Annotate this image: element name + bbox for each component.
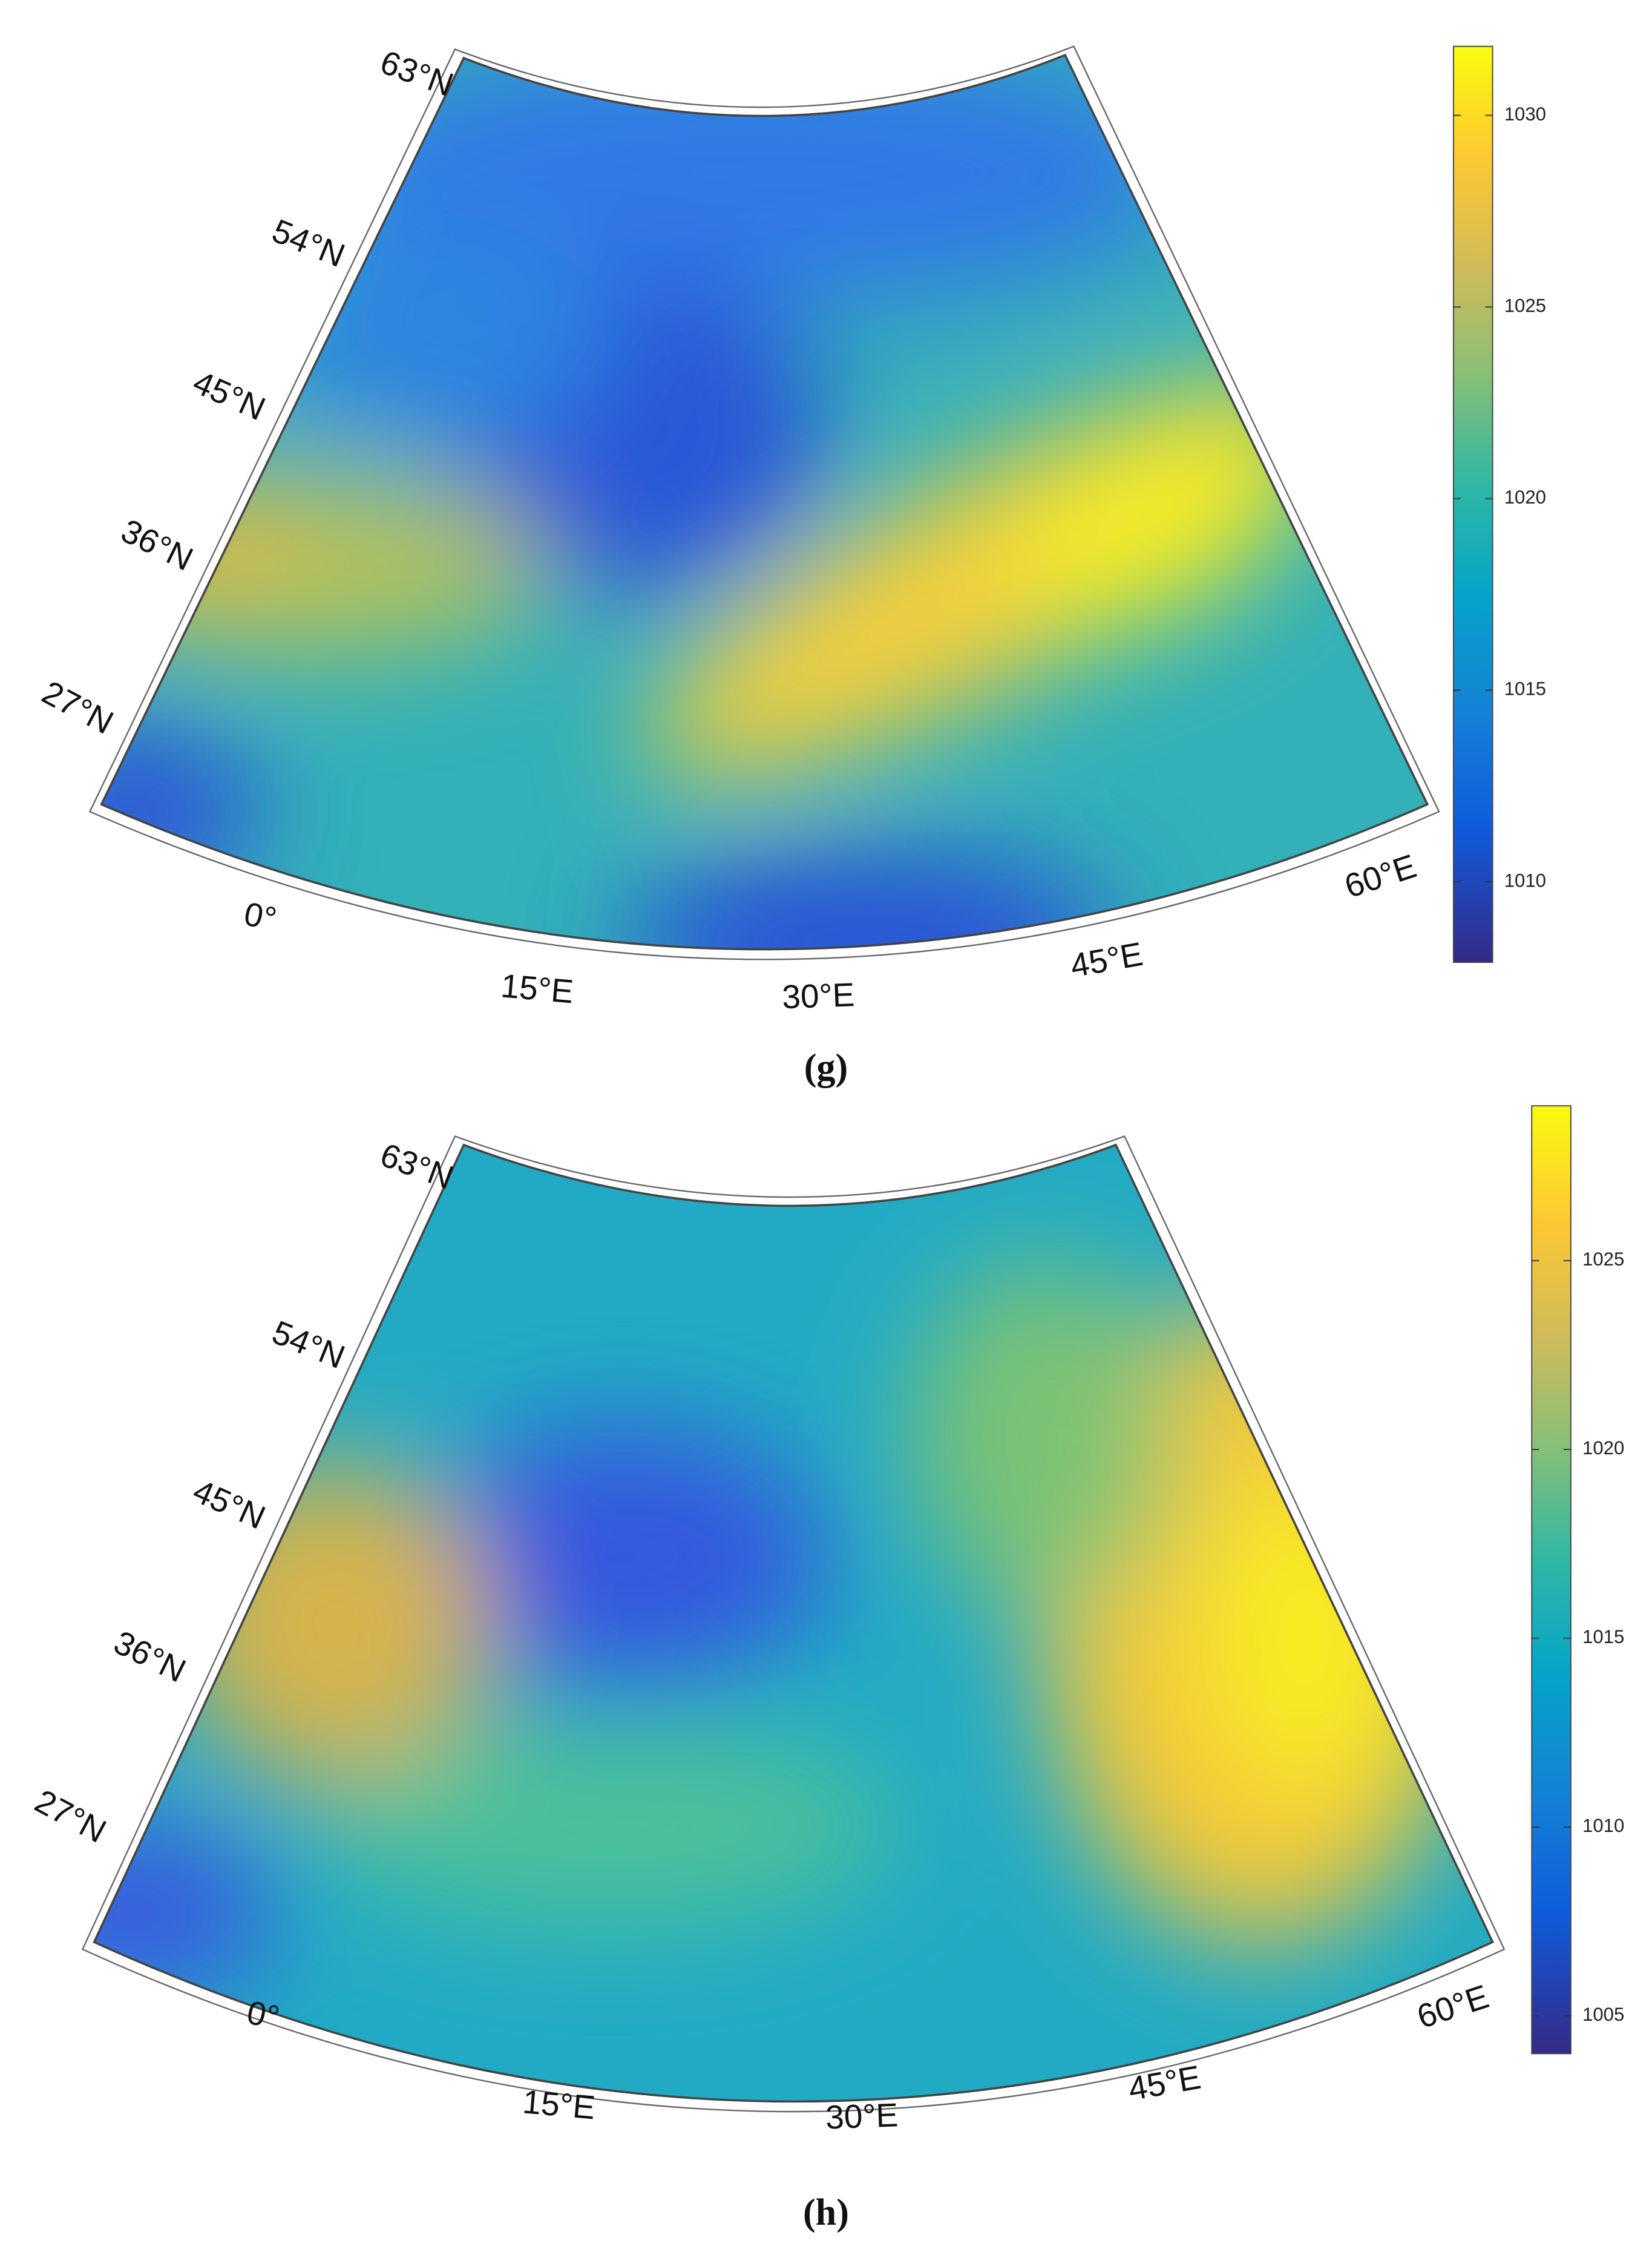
- longitude-label: 60°E: [1340, 847, 1420, 905]
- colorbar-tick-label: 1020: [1582, 1437, 1624, 1459]
- panel-caption: (h): [803, 2192, 849, 2233]
- colorbar-tick-label: 1025: [1504, 295, 1546, 316]
- longitude-label: 60°E: [1412, 1977, 1493, 2035]
- map-h: [94, 1144, 1493, 2102]
- latitude-label: 45°N: [188, 1472, 271, 1537]
- colorbar-tick-label: 1015: [1504, 678, 1546, 700]
- colorbar: [1452, 45, 1493, 963]
- longitude-label: 0°: [244, 1993, 283, 2036]
- longitude-label: 15°E: [499, 967, 575, 1010]
- panel-caption: (g): [804, 1047, 848, 1088]
- colorbar-tick-label: 1010: [1504, 870, 1546, 891]
- latitude-label: 45°N: [188, 363, 271, 428]
- latitude-label: 27°N: [29, 1782, 113, 1850]
- latitude-label: 63°N: [376, 1136, 459, 1196]
- longitude-label: 30°E: [825, 2096, 899, 2136]
- colorbar-tick-label: 1005: [1582, 2004, 1624, 2025]
- latitude-label: 36°N: [116, 511, 199, 578]
- map-frame: [93, 1143, 1494, 2103]
- latitude-label: 27°N: [36, 673, 120, 741]
- map-frame: [100, 53, 1429, 951]
- longitude-label: 15°E: [521, 2082, 597, 2126]
- latitude-label: 54°N: [267, 1313, 350, 1376]
- colorbar: [1531, 1105, 1572, 2055]
- map-frame-outer: [81, 1135, 1506, 2113]
- colorbar-tick-label: 1020: [1504, 487, 1546, 508]
- colorbar-tick-label: 1025: [1582, 1249, 1624, 1270]
- map-frame-outer: [88, 45, 1440, 960]
- longitude-label: 30°E: [781, 976, 855, 1016]
- latitude-label: 54°N: [267, 212, 350, 275]
- latitude-label: 63°N: [376, 43, 459, 103]
- colorbar-tick-label: 1015: [1582, 1626, 1624, 1647]
- longitude-label: 0°: [241, 894, 280, 938]
- latitude-label: 36°N: [108, 1623, 192, 1690]
- longitude-label: 45°E: [1126, 2058, 1204, 2108]
- longitude-label: 45°E: [1067, 935, 1146, 985]
- map-g: [101, 55, 1427, 950]
- colorbar-tick-label: 1030: [1504, 103, 1546, 125]
- colorbar-tick-label: 1010: [1582, 1815, 1624, 1836]
